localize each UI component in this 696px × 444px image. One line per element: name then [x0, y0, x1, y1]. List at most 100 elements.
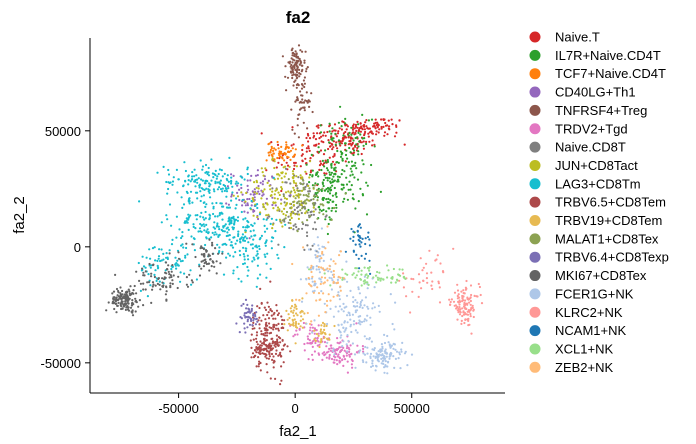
data-point: [307, 145, 310, 148]
series-malat1-cd8tex: [281, 178, 347, 233]
data-point: [376, 276, 379, 279]
data-point: [312, 202, 315, 205]
data-point: [329, 299, 332, 302]
data-point: [307, 147, 310, 150]
data-point: [149, 266, 152, 269]
data-point: [365, 140, 368, 143]
data-point: [307, 248, 311, 251]
data-point: [191, 201, 194, 204]
data-point: [322, 259, 325, 262]
data-point: [345, 164, 348, 167]
data-point: [304, 170, 307, 173]
data-point: [231, 191, 234, 194]
series-mki67-cd8tex: [105, 238, 224, 317]
data-point: [226, 174, 229, 177]
data-point: [350, 363, 353, 366]
data-point: [211, 252, 214, 255]
data-point: [208, 217, 211, 220]
data-point: [326, 322, 329, 326]
data-point: [185, 190, 188, 193]
data-point: [289, 206, 292, 210]
data-point: [303, 342, 306, 346]
data-point: [344, 153, 348, 157]
data-point: [289, 202, 292, 205]
data-point: [294, 50, 297, 53]
data-point: [161, 281, 164, 284]
data-point: [236, 191, 239, 194]
data-point: [341, 278, 344, 281]
data-point: [125, 295, 128, 298]
data-point: [240, 210, 243, 214]
data-point: [354, 161, 357, 164]
data-point: [316, 188, 319, 192]
data-point: [402, 272, 405, 275]
data-point: [269, 194, 272, 197]
data-point: [309, 266, 312, 269]
data-point: [308, 268, 311, 271]
data-point: [244, 204, 247, 207]
data-point: [191, 243, 194, 246]
data-point: [124, 308, 127, 311]
data-point: [463, 292, 466, 295]
data-point: [263, 337, 266, 340]
data-point: [291, 147, 294, 150]
data-point: [325, 167, 329, 170]
data-point: [151, 288, 154, 291]
data-point: [244, 316, 247, 319]
data-point: [369, 272, 372, 275]
data-point: [194, 255, 197, 259]
data-point: [325, 299, 329, 303]
data-point: [343, 277, 346, 280]
data-point: [320, 162, 323, 165]
data-point: [431, 280, 434, 283]
data-point: [175, 236, 178, 239]
data-point: [274, 352, 278, 355]
data-point: [202, 223, 205, 226]
data-point: [309, 215, 312, 218]
data-point: [271, 157, 274, 160]
data-point: [165, 272, 168, 275]
data-point: [217, 234, 220, 237]
data-point: [292, 309, 295, 312]
data-point: [366, 314, 369, 317]
data-point: [127, 298, 130, 301]
data-point: [230, 182, 233, 185]
data-point: [156, 171, 159, 174]
data-point: [469, 303, 472, 306]
data-point: [465, 279, 468, 283]
data-point: [332, 295, 335, 298]
data-point: [284, 147, 287, 151]
data-point: [464, 286, 467, 289]
data-point: [284, 65, 287, 68]
data-point: [360, 171, 363, 174]
data-point: [201, 168, 204, 171]
data-point: [361, 345, 364, 348]
data-point: [144, 266, 147, 269]
data-point: [290, 310, 293, 313]
data-point: [435, 258, 438, 261]
data-point: [308, 322, 312, 326]
data-point: [335, 203, 338, 207]
data-point: [154, 284, 157, 287]
data-point: [299, 193, 302, 196]
data-point: [262, 314, 265, 317]
data-point: [359, 323, 362, 326]
data-point: [336, 278, 339, 281]
data-point: [213, 265, 216, 268]
data-point: [200, 178, 203, 181]
data-point: [297, 205, 300, 208]
data-point: [301, 98, 304, 101]
data-point: [185, 246, 188, 250]
data-point: [318, 205, 321, 208]
data-point: [436, 254, 439, 257]
legend-label: TNFRSF4+Treg: [555, 103, 647, 118]
data-point: [349, 323, 352, 326]
data-point: [391, 322, 394, 326]
data-point: [246, 303, 249, 306]
data-point: [218, 168, 221, 171]
data-point: [369, 356, 372, 360]
data-point: [349, 167, 352, 170]
data-point: [324, 159, 327, 162]
data-point: [301, 183, 304, 186]
